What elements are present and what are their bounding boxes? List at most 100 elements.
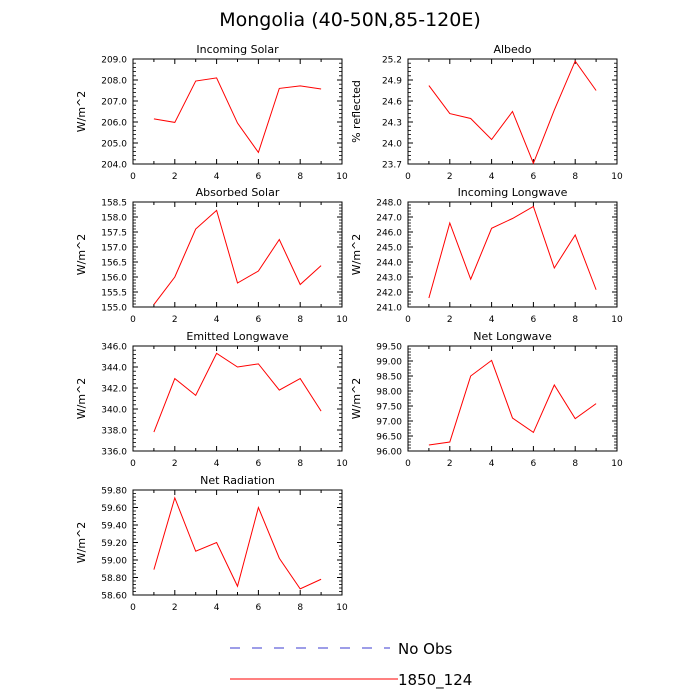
y-tick-label: 158.5	[101, 199, 127, 209]
y-tick-label: 98.50	[376, 373, 402, 383]
y-axis-label: W/m^2	[75, 91, 88, 133]
x-tick-label: 8	[297, 315, 303, 325]
x-tick-label: 4	[489, 172, 495, 182]
legend-obs-line	[230, 647, 390, 649]
y-tick-label: 58.60	[101, 592, 127, 602]
x-tick-label: 10	[611, 315, 623, 325]
x-tick-label: 4	[214, 315, 220, 325]
x-tick-label: 0	[130, 315, 136, 325]
plot-frame	[132, 489, 343, 596]
x-tick-label: 0	[405, 459, 411, 469]
y-tick-label: 59.40	[101, 522, 127, 532]
panel-absorbed-solar: Absorbed Solar W/m^2 0 2 4 6 8 10 155.0 155.5 156.…	[75, 186, 348, 325]
x-tick-label: 2	[172, 172, 178, 182]
x-tick-label: 8	[297, 459, 303, 469]
x-tick-label: 2	[447, 172, 453, 182]
x-tick-label: 10	[611, 172, 623, 182]
y-tick-label: 205.0	[101, 140, 127, 150]
x-tick-label: 10	[336, 459, 348, 469]
x-tick-label: 2	[447, 459, 453, 469]
x-tick-label: 10	[611, 459, 623, 469]
y-tick-label: 209.0	[101, 56, 127, 66]
y-tick-label: 242.0	[376, 289, 402, 299]
x-tick-label: 4	[214, 603, 220, 613]
y-tick-label: 97.00	[376, 418, 402, 428]
y-tick-label: 243.0	[376, 274, 402, 284]
panel-albedo: Albedo % reflected 0 2 4 6 8 10 23.7 24.0 24.3 24.6…	[350, 43, 623, 182]
x-tick-label: 10	[336, 315, 348, 325]
series-line-1850-124	[428, 205, 597, 299]
x-tick-label: 8	[297, 603, 303, 613]
y-tick-label: 207.0	[101, 98, 127, 108]
x-tick-label: 0	[130, 603, 136, 613]
x-tick-label: 8	[572, 459, 578, 469]
panel-incoming-longwave: Incoming Longwave W/m^2 0 2 4 6 8 10 241.0 242.0 2…	[350, 186, 623, 325]
series-line-1850-124	[153, 352, 322, 433]
y-tick-label: 157.0	[101, 244, 127, 254]
x-tick-label: 6	[256, 172, 262, 182]
y-tick-label: 244.0	[376, 259, 402, 269]
series-line-1850-124	[153, 77, 322, 154]
page-title: Mongolia (40-50N,85-120E)	[219, 9, 481, 31]
panel-title: Emitted Longwave	[186, 330, 288, 343]
y-tick-label: 346.0	[101, 343, 127, 353]
y-tick-label: 99.50	[376, 343, 402, 353]
plot-frame	[407, 201, 618, 308]
series-line-1850-124	[428, 359, 597, 446]
y-tick-label: 245.0	[376, 244, 402, 254]
x-tick-label: 6	[531, 459, 537, 469]
y-tick-label: 208.0	[101, 77, 127, 87]
y-tick-label: 336.0	[101, 448, 127, 458]
y-tick-label: 25.2	[382, 56, 402, 66]
panel-emitted-longwave: Emitted Longwave W/m^2 0 2 4 6 8 10 336.0 338.0 34…	[75, 330, 348, 469]
y-tick-label: 156.5	[101, 259, 127, 269]
y-axis-label: % reflected	[350, 80, 363, 143]
x-tick-label: 2	[172, 459, 178, 469]
panel-net-radiation: Net Radiation W/m^2 0 2 4 6 8 10 58.60 58.80 59.00…	[75, 474, 348, 613]
x-tick-label: 8	[297, 172, 303, 182]
x-tick-label: 6	[256, 603, 262, 613]
y-tick-label: 246.0	[376, 229, 402, 239]
panel-title: Incoming Longwave	[458, 186, 568, 199]
legend-model-label: 1850_124	[398, 671, 473, 689]
y-tick-label: 97.50	[376, 403, 402, 413]
y-tick-label: 158.0	[101, 214, 127, 224]
x-tick-label: 6	[256, 459, 262, 469]
y-tick-label: 206.0	[101, 119, 127, 129]
x-tick-label: 4	[214, 172, 220, 182]
panel-title: Albedo	[493, 43, 531, 56]
y-tick-label: 99.00	[376, 358, 402, 368]
panel-title: Absorbed Solar	[196, 186, 280, 199]
panel-title: Incoming Solar	[196, 43, 279, 56]
x-tick-label: 6	[531, 315, 537, 325]
y-tick-label: 59.60	[101, 504, 127, 514]
y-tick-label: 98.00	[376, 388, 402, 398]
y-tick-label: 157.5	[101, 229, 127, 239]
plot-frame	[132, 345, 343, 452]
x-tick-label: 0	[130, 172, 136, 182]
y-axis-label: W/m^2	[75, 378, 88, 420]
y-tick-label: 342.0	[101, 385, 127, 395]
y-axis-label: W/m^2	[75, 522, 88, 564]
plot-frame	[132, 58, 343, 165]
panel-title: Net Longwave	[473, 330, 552, 343]
y-tick-label: 156.0	[101, 274, 127, 284]
legend-model-line	[230, 678, 398, 680]
y-tick-label: 58.80	[101, 574, 127, 584]
y-tick-label: 155.5	[101, 289, 127, 299]
y-axis-label: W/m^2	[75, 234, 88, 276]
x-tick-label: 2	[172, 315, 178, 325]
panel-title: Net Radiation	[200, 474, 275, 487]
panel-incoming-solar: Incoming Solar W/m^2 0 2 4 6 8 10 204.0 205.0 206.…	[75, 43, 348, 182]
y-tick-label: 344.0	[101, 364, 127, 374]
y-tick-label: 155.0	[101, 304, 127, 314]
y-axis-label: W/m^2	[350, 234, 363, 276]
x-tick-label: 6	[531, 172, 537, 182]
y-tick-label: 23.7	[382, 161, 402, 171]
y-tick-label: 338.0	[101, 427, 127, 437]
y-tick-label: 59.00	[101, 557, 127, 567]
y-tick-label: 204.0	[101, 161, 127, 171]
x-tick-label: 2	[172, 603, 178, 613]
series-line-1850-124	[428, 60, 597, 165]
